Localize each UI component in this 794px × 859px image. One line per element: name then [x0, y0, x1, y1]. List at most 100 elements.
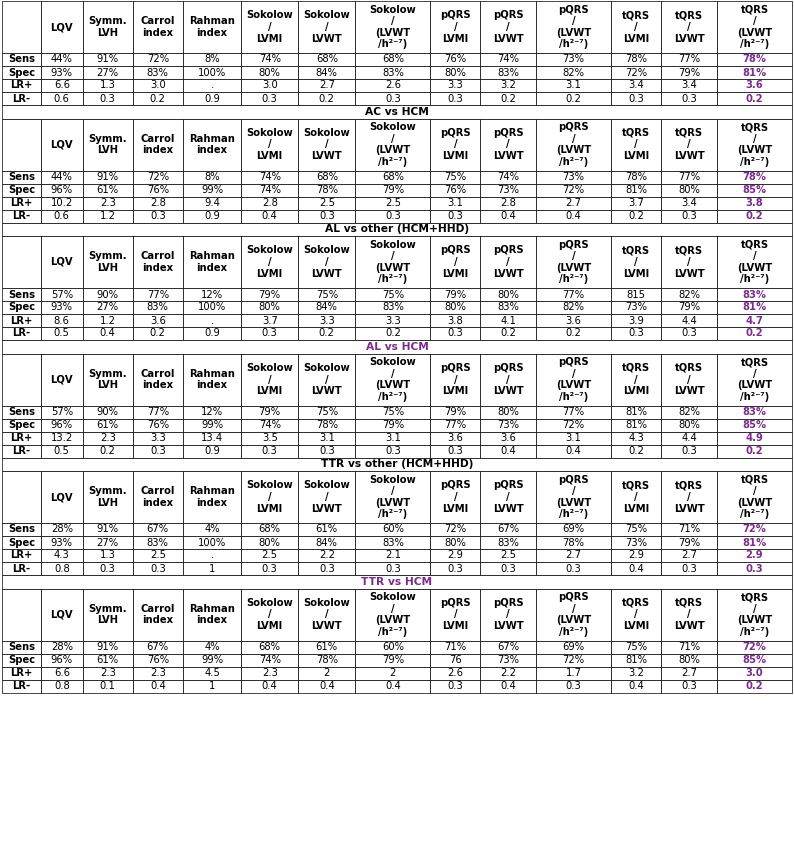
Bar [717, 354, 792, 405]
Text: 83%: 83% [382, 302, 404, 313]
Text: 83%: 83% [497, 68, 519, 77]
Text: 80%: 80% [259, 302, 280, 313]
Bar [355, 92, 430, 105]
Text: Carrol
index: Carrol index [141, 369, 175, 390]
Bar [299, 236, 355, 288]
Bar [611, 549, 661, 562]
Text: 0.3: 0.3 [319, 564, 334, 574]
Bar [299, 654, 355, 667]
Bar [133, 184, 183, 197]
Text: 2.7: 2.7 [565, 198, 582, 208]
Bar [717, 119, 792, 170]
Bar [183, 588, 241, 641]
Text: 0.4: 0.4 [500, 211, 516, 221]
Bar [480, 641, 536, 654]
Text: AC vs HCM: AC vs HCM [365, 107, 429, 117]
Text: 0.3: 0.3 [448, 446, 463, 456]
Text: 2.5: 2.5 [385, 198, 401, 208]
Bar [536, 170, 611, 184]
Bar [717, 288, 792, 301]
Bar [2, 405, 41, 418]
Text: 68%: 68% [382, 54, 404, 64]
Bar [661, 79, 717, 92]
Text: LR-: LR- [13, 681, 30, 691]
Text: 0.3: 0.3 [448, 564, 463, 574]
Bar [133, 562, 183, 575]
Bar [355, 314, 430, 327]
Text: Sokolow
/
LVWT: Sokolow / LVWT [303, 362, 350, 396]
Text: 75%: 75% [316, 289, 337, 300]
Text: 0.6: 0.6 [54, 211, 70, 221]
Bar [536, 1, 611, 53]
Text: 4.5: 4.5 [204, 668, 220, 678]
Bar [661, 418, 717, 431]
Bar [183, 119, 241, 170]
Text: Sokolow
/
LVMI: Sokolow / LVMI [246, 362, 293, 396]
Bar [611, 327, 661, 340]
Text: 100%: 100% [198, 302, 226, 313]
Bar [536, 197, 611, 210]
Text: 83%: 83% [382, 68, 404, 77]
Bar [480, 667, 536, 679]
Bar [2, 236, 41, 288]
Text: Rahman
index: Rahman index [189, 134, 235, 155]
Text: 69%: 69% [563, 525, 584, 534]
Bar [430, 1, 480, 53]
Bar [717, 431, 792, 444]
Text: 72%: 72% [147, 54, 169, 64]
Bar [611, 654, 661, 667]
Text: 74%: 74% [259, 420, 281, 430]
Bar [133, 197, 183, 210]
Bar [480, 236, 536, 288]
Text: 0.3: 0.3 [448, 211, 463, 221]
Text: 0.2: 0.2 [746, 681, 763, 691]
Text: pQRS
/
(LVWT
/h²⁻⁷): pQRS / (LVWT /h²⁻⁷) [556, 4, 592, 50]
Text: 68%: 68% [259, 642, 281, 652]
Bar [41, 327, 83, 340]
Text: LQV: LQV [51, 22, 73, 32]
Bar [133, 536, 183, 549]
Text: Sens: Sens [8, 525, 35, 534]
Text: 83%: 83% [147, 68, 168, 77]
Text: 3.1: 3.1 [385, 433, 401, 443]
Bar [133, 79, 183, 92]
Text: LR+: LR+ [10, 81, 33, 90]
Bar [41, 418, 83, 431]
Text: 72%: 72% [563, 420, 584, 430]
Bar [480, 588, 536, 641]
Bar [183, 471, 241, 523]
Bar [717, 170, 792, 184]
Text: 10.2: 10.2 [51, 198, 73, 208]
Text: 0.3: 0.3 [385, 211, 401, 221]
Text: 83%: 83% [742, 407, 766, 417]
Text: LR-: LR- [13, 94, 30, 103]
Bar [241, 1, 299, 53]
Text: 0.4: 0.4 [262, 681, 278, 691]
Text: 2.7: 2.7 [318, 81, 335, 90]
Bar [430, 562, 480, 575]
Bar [430, 92, 480, 105]
Bar [83, 184, 133, 197]
Bar [183, 667, 241, 679]
Text: tQRS
/
(LVWT
/h²⁻⁷): tQRS / (LVWT /h²⁻⁷) [737, 592, 772, 637]
Bar [536, 288, 611, 301]
Bar [611, 1, 661, 53]
Bar [536, 588, 611, 641]
Text: 75%: 75% [445, 172, 467, 182]
Bar [2, 288, 41, 301]
Text: 4%: 4% [204, 642, 220, 652]
Bar [133, 288, 183, 301]
Bar [241, 418, 299, 431]
Text: 1.7: 1.7 [565, 668, 582, 678]
Bar [241, 92, 299, 105]
Bar [717, 236, 792, 288]
Text: Spec: Spec [8, 420, 35, 430]
Bar [536, 536, 611, 549]
Text: pQRS
/
LVWT: pQRS / LVWT [493, 128, 523, 161]
Text: 68%: 68% [316, 54, 337, 64]
Text: 2.9: 2.9 [746, 551, 763, 561]
Text: 76%: 76% [147, 185, 169, 195]
Text: 8.6: 8.6 [54, 315, 70, 326]
Bar [611, 588, 661, 641]
Text: Sens: Sens [8, 54, 35, 64]
